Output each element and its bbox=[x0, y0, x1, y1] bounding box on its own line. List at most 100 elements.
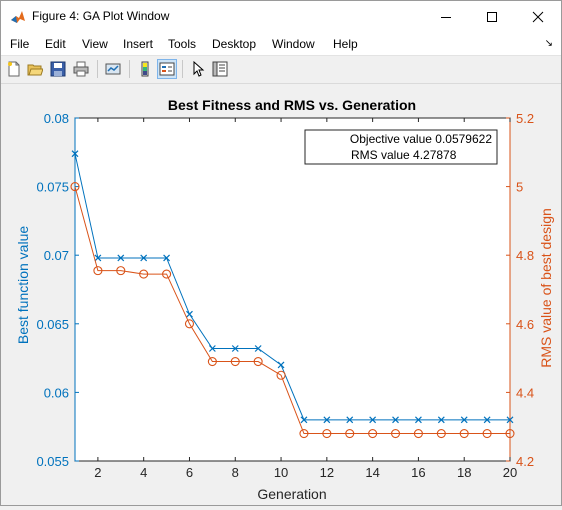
link-plot-button[interactable] bbox=[103, 59, 123, 79]
objective-point-marker bbox=[140, 254, 148, 262]
toolbar-separator bbox=[182, 60, 183, 78]
rms-point-marker bbox=[505, 429, 515, 439]
print-button[interactable] bbox=[71, 59, 91, 79]
minimize-icon bbox=[441, 17, 451, 18]
x-tick-label: 12 bbox=[320, 465, 334, 480]
maximize-button[interactable] bbox=[469, 1, 515, 33]
open-file-button[interactable] bbox=[25, 59, 45, 79]
rms-point-marker bbox=[116, 266, 126, 276]
objective-point-marker bbox=[163, 254, 171, 262]
objective-point-marker bbox=[254, 345, 262, 352]
objective-point-marker bbox=[231, 345, 239, 352]
menu-bar: File Edit View Insert Tools Desktop Wind… bbox=[1, 33, 561, 56]
left-axis-ticks: 0.055 0.06 0.065 0.07 0.075 0.08 bbox=[36, 111, 79, 469]
objective-point-marker bbox=[186, 310, 193, 318]
rms-point-marker bbox=[230, 356, 240, 367]
x-tick-label: 4 bbox=[140, 465, 147, 480]
series-layer bbox=[70, 150, 515, 439]
x-tick-label: 18 bbox=[457, 465, 471, 480]
rms-point-marker bbox=[139, 269, 149, 279]
x-tick-label: 6 bbox=[186, 465, 193, 480]
x-tick-label: 8 bbox=[232, 465, 239, 480]
objective-point-marker bbox=[460, 416, 468, 424]
objective-point-marker bbox=[208, 345, 216, 352]
close-icon bbox=[532, 11, 544, 23]
print-icon bbox=[73, 61, 89, 77]
menu-help[interactable]: Help bbox=[333, 37, 358, 51]
x-axis-label: Generation bbox=[257, 486, 326, 502]
insert-legend-button[interactable] bbox=[157, 59, 177, 79]
right-y-tick-label: 5.2 bbox=[516, 111, 534, 126]
objective-point-marker bbox=[323, 416, 331, 424]
rms-point-marker bbox=[322, 429, 332, 439]
rms-point-marker bbox=[368, 429, 378, 439]
x-tick-label: 10 bbox=[274, 465, 288, 480]
legend-box bbox=[304, 129, 498, 165]
objective-point-marker bbox=[94, 254, 102, 262]
objective-point-marker bbox=[437, 416, 445, 424]
edit-plot-button[interactable] bbox=[188, 59, 208, 79]
dock-arrow-icon[interactable]: ↘ bbox=[544, 38, 553, 49]
left-y-axis-label: Best function value bbox=[15, 226, 31, 345]
objective-point-marker bbox=[300, 416, 308, 424]
rms-point-marker bbox=[345, 429, 355, 439]
matlab-logo-icon bbox=[10, 9, 26, 25]
left-y-tick-label: 0.065 bbox=[36, 317, 69, 332]
menu-insert[interactable]: Insert bbox=[123, 37, 154, 51]
rms-point-marker bbox=[207, 356, 217, 367]
objective-point-marker bbox=[392, 416, 399, 424]
legend[interactable]: Objective value 0.0579622 RMS value 4.27… bbox=[304, 129, 498, 165]
menu-edit[interactable]: Edit bbox=[45, 37, 66, 51]
pointer-icon bbox=[193, 61, 205, 77]
rms-point-marker bbox=[299, 429, 309, 439]
save-button[interactable] bbox=[48, 59, 68, 79]
rms-point-marker bbox=[436, 429, 446, 439]
right-axis-ticks: 4.2 4.4 4.6 4.8 5 5.2 bbox=[506, 111, 534, 469]
legend-icon bbox=[159, 62, 175, 76]
right-y-axis-label: RMS value of best design bbox=[538, 208, 554, 368]
new-figure-icon bbox=[8, 61, 20, 77]
right-y-tick-label: 4.6 bbox=[516, 317, 534, 332]
menu-tools[interactable]: Tools bbox=[168, 37, 197, 51]
left-y-tick-label: 0.06 bbox=[44, 385, 69, 400]
left-y-tick-label: 0.055 bbox=[36, 454, 69, 469]
figure-toolbar bbox=[1, 56, 561, 84]
menu-window[interactable]: Window bbox=[272, 37, 315, 51]
rms-point-marker bbox=[459, 429, 469, 439]
rms-point-marker bbox=[413, 429, 423, 439]
close-button[interactable] bbox=[515, 1, 561, 33]
rms-point-marker bbox=[253, 356, 263, 367]
objective-point-marker bbox=[346, 416, 354, 424]
property-inspector-icon bbox=[212, 61, 228, 77]
menu-file[interactable]: File bbox=[10, 37, 30, 51]
toolbar-separator bbox=[97, 60, 98, 78]
objective-point-marker bbox=[506, 416, 514, 424]
left-y-tick-label: 0.08 bbox=[44, 111, 69, 126]
property-inspector-button[interactable] bbox=[210, 59, 230, 79]
x-tick-label: 2 bbox=[94, 465, 101, 480]
legend-objective-value: Objective value 0.0579622 bbox=[350, 132, 492, 146]
new-figure-button[interactable] bbox=[4, 59, 24, 79]
title-bar[interactable]: Figure 4: GA Plot Window bbox=[1, 1, 561, 33]
objective-point-marker bbox=[483, 416, 491, 424]
menu-desktop[interactable]: Desktop bbox=[212, 37, 257, 51]
minimize-button[interactable] bbox=[423, 1, 469, 33]
objective-point-marker bbox=[277, 361, 285, 369]
rms-point-marker bbox=[93, 266, 103, 276]
insert-colorbar-button[interactable] bbox=[135, 59, 155, 79]
rms-point-marker bbox=[482, 429, 492, 439]
x-tick-label: 16 bbox=[411, 465, 425, 480]
right-y-tick-label: 5 bbox=[516, 180, 523, 195]
chart-title: Best Fitness and RMS vs. Generation bbox=[168, 97, 416, 113]
rms-point-marker bbox=[70, 182, 80, 192]
x-tick-label: 14 bbox=[365, 465, 379, 480]
open-file-icon bbox=[27, 64, 43, 76]
plot-svg[interactable]: 0.055 0.06 0.065 0.07 0.075 0.08 4.2 4.4 4.6 4.8… bbox=[1, 84, 561, 505]
objective-point-marker bbox=[369, 416, 377, 424]
right-y-tick-label: 4.8 bbox=[516, 248, 534, 263]
menu-view[interactable]: View bbox=[82, 37, 108, 51]
objective-point-marker bbox=[117, 254, 125, 262]
rms-point-marker bbox=[162, 269, 172, 279]
right-y-tick-label: 4.2 bbox=[516, 454, 534, 469]
